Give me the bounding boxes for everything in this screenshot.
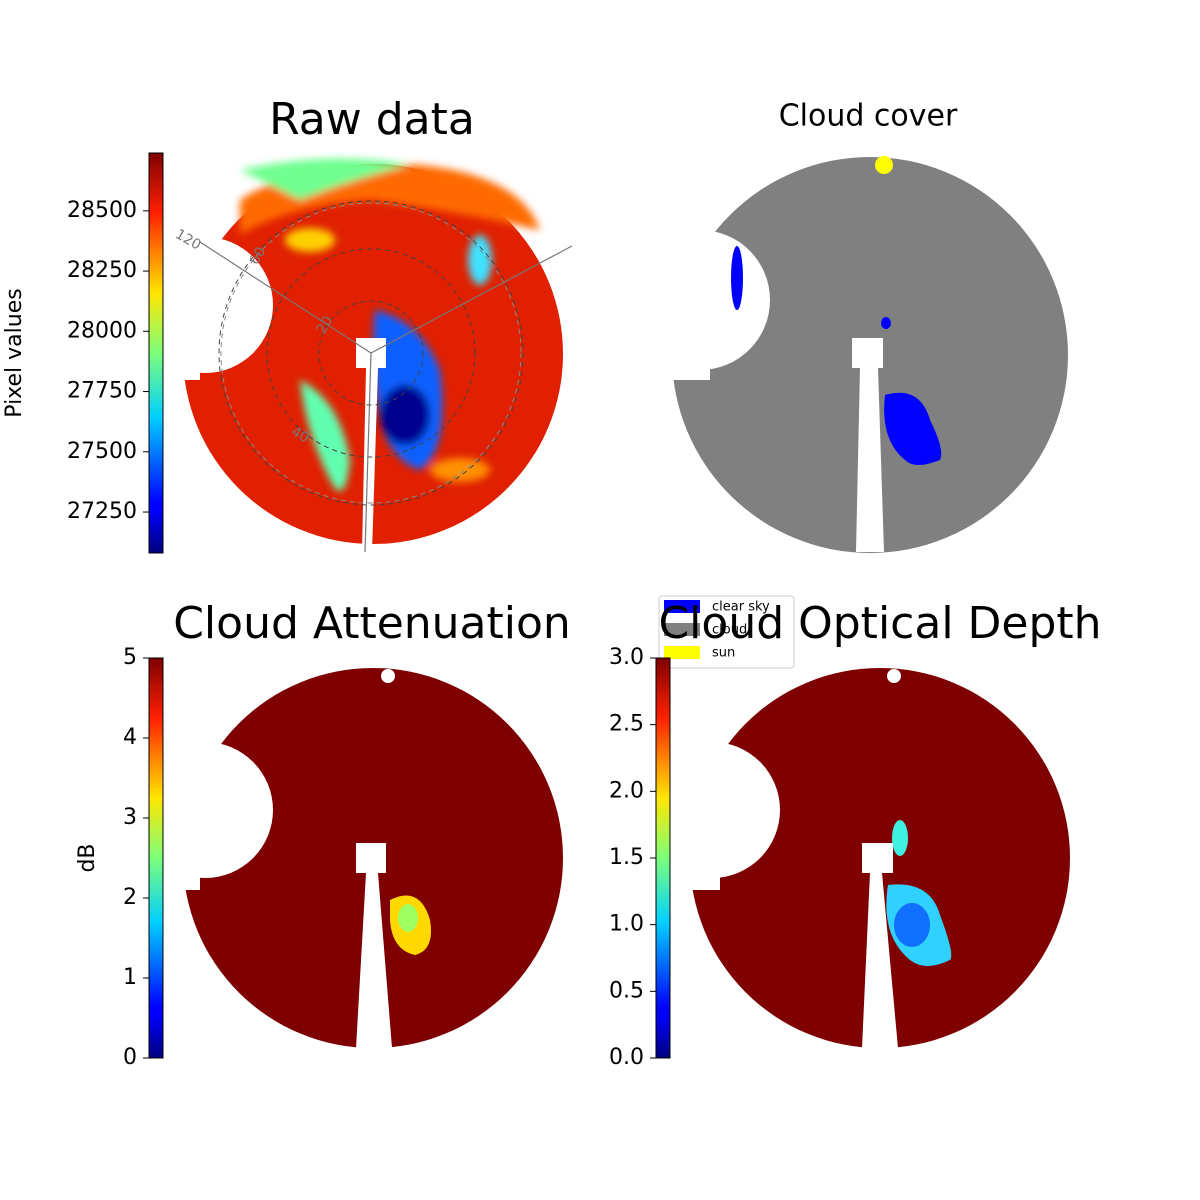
colorbar-tick-label: 1.0: [609, 912, 644, 937]
colorbar-label: dB: [75, 843, 100, 872]
legend-label: sun: [712, 646, 735, 661]
colorbar-tick-label: 0.5: [609, 978, 644, 1003]
polar-label: 60: [247, 244, 270, 267]
colorbar-tick-label: 4: [123, 725, 137, 750]
panel-title: Cloud cover: [779, 99, 958, 134]
colorbar: [148, 657, 164, 1059]
colorbar-tick-label: 1.5: [609, 845, 644, 870]
legend-swatch: [664, 623, 700, 636]
polar-label: 20: [314, 313, 337, 336]
colorbar-tick-label: 28500: [67, 198, 137, 223]
colorbar-tick-label: 2.5: [609, 712, 644, 737]
colorbar-tick-label: 27750: [67, 379, 137, 404]
legend-label: cloud: [712, 623, 747, 638]
colorbar-tick-label: 0: [123, 1045, 137, 1070]
colorbar-tick-label: 5: [123, 645, 137, 670]
colorbar-tick-label: 28250: [67, 258, 137, 283]
colorbar: [148, 152, 164, 554]
legend-swatch: [664, 600, 700, 613]
legend-label: clear sky: [712, 600, 770, 615]
panel-title: Raw data: [269, 94, 475, 145]
colorbar-tick-label: 2: [123, 885, 137, 910]
cloud-cover-image: [630, 140, 1068, 553]
colorbar-label: Pixel values: [2, 288, 27, 417]
polar-label: 40: [288, 424, 311, 447]
colorbar-tick-label: 27500: [67, 439, 137, 464]
colorbar-tick-label: 3.0: [609, 645, 644, 670]
attenuation-image: [137, 650, 563, 1048]
panel-title: Cloud Attenuation: [173, 598, 571, 649]
optical-depth-image: [644, 650, 1070, 1048]
panel-title: Cloud Optical Depth: [658, 598, 1101, 649]
colorbar-tick-label: 28000: [67, 318, 137, 343]
colorbar-tick-label: 1: [123, 965, 137, 990]
legend-swatch: [664, 646, 700, 659]
colorbar: [655, 657, 671, 1059]
colorbar-tick-label: 0.0: [609, 1045, 644, 1070]
raw-image: [137, 140, 573, 553]
colorbar-tick-label: 3: [123, 805, 137, 830]
colorbar-tick-label: 27250: [67, 499, 137, 524]
colorbar-tick-label: 2.0: [609, 778, 644, 803]
